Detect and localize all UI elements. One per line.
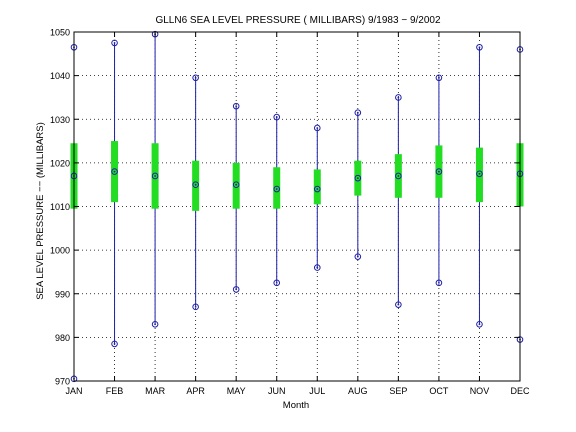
y-tick-label: 1020 xyxy=(50,158,70,168)
max-marker-dot xyxy=(438,76,440,79)
mean-marker-dot xyxy=(356,177,359,180)
min-marker-dot xyxy=(356,255,359,258)
mean-marker xyxy=(151,172,159,180)
y-tick-label: 1000 xyxy=(50,246,70,256)
min-marker xyxy=(192,303,199,311)
min-marker xyxy=(111,340,118,348)
max-marker xyxy=(435,74,443,82)
max-marker-dot xyxy=(235,105,238,108)
min-marker xyxy=(151,320,159,328)
y-tick-label: 1030 xyxy=(50,115,70,125)
x-tick-label: AUG xyxy=(348,386,368,396)
max-marker xyxy=(395,94,402,101)
min-marker-dot xyxy=(397,303,400,306)
y-tick-label: 1050 xyxy=(50,28,70,38)
mean-marker xyxy=(313,185,321,193)
min-marker-dot xyxy=(316,266,319,269)
min-marker-dot xyxy=(154,323,156,326)
min-marker xyxy=(476,320,483,328)
max-marker xyxy=(313,124,321,132)
min-marker xyxy=(395,301,402,308)
range-box xyxy=(192,160,200,211)
mean-marker-dot xyxy=(275,188,278,190)
max-marker xyxy=(232,102,240,110)
max-marker-dot xyxy=(356,111,359,114)
x-tick-label: FEB xyxy=(106,386,124,396)
min-marker-dot xyxy=(113,343,116,345)
chart-title: GLLN6 SEA LEVEL PRESSURE ( MILLIBARS) 9/… xyxy=(155,15,440,26)
max-marker-dot xyxy=(113,42,116,44)
y-tick-label: 1010 xyxy=(50,202,70,212)
mean-marker xyxy=(395,172,402,180)
min-marker xyxy=(232,286,240,293)
min-marker-dot xyxy=(194,305,197,308)
mean-marker-dot xyxy=(235,183,238,186)
min-marker-dot xyxy=(438,281,440,284)
max-marker-dot xyxy=(397,96,400,99)
y-tick-label: 990 xyxy=(55,289,70,299)
max-marker xyxy=(476,43,483,51)
x-tick-label: APR xyxy=(186,386,205,396)
range-box xyxy=(475,147,483,203)
x-tick-label: SEP xyxy=(389,386,407,396)
max-marker xyxy=(192,74,199,82)
y-tick-label: 970 xyxy=(55,377,70,387)
x-tick-label: OCT xyxy=(429,386,449,396)
mean-marker-dot xyxy=(194,183,197,186)
mean-marker xyxy=(232,181,240,188)
range-box xyxy=(273,167,281,209)
x-tick-label: JUN xyxy=(268,386,286,396)
x-tick-label: MAY xyxy=(227,386,246,396)
mean-marker-dot xyxy=(397,175,400,177)
max-marker xyxy=(273,113,281,121)
axis-ticks: 970 980 990 1000 1010 1020 1030 1040 1050 JAN FEB M… xyxy=(50,28,530,397)
min-marker xyxy=(435,279,443,287)
x-tick-label: JUL xyxy=(309,386,325,396)
mean-marker-dot xyxy=(316,188,319,190)
min-marker-dot xyxy=(275,281,278,284)
x-tick-label: DEC xyxy=(510,386,530,396)
mean-marker-dot xyxy=(478,172,481,175)
x-tick-label: JAN xyxy=(65,386,82,396)
y-axis-label: SEA LEVEL PRESSURE −− (MILLIBARS) xyxy=(35,122,46,300)
max-marker-dot xyxy=(478,46,481,49)
x-axis-label: Month xyxy=(283,400,309,411)
mean-marker-dot xyxy=(113,170,116,173)
mean-marker-dot xyxy=(154,175,156,177)
mean-marker xyxy=(111,168,118,175)
range-box xyxy=(313,169,321,205)
max-marker-dot xyxy=(275,116,278,118)
x-tick-label: NOV xyxy=(470,386,490,396)
mean-marker-dot xyxy=(438,170,440,173)
min-marker xyxy=(273,279,281,287)
mean-marker xyxy=(273,185,281,193)
min-marker xyxy=(313,264,321,271)
y-tick-label: 1040 xyxy=(50,71,70,81)
mean-marker xyxy=(354,174,362,182)
max-marker xyxy=(111,39,118,47)
y-tick-label: 980 xyxy=(55,333,70,343)
min-marker xyxy=(354,253,362,260)
max-marker-dot xyxy=(316,127,319,129)
max-marker-dot xyxy=(194,76,197,79)
min-marker-dot xyxy=(235,288,238,291)
x-tick-label: MAR xyxy=(145,386,166,396)
max-marker xyxy=(354,109,362,117)
mean-marker xyxy=(435,168,443,175)
range-box xyxy=(232,162,240,209)
min-marker-dot xyxy=(478,323,481,326)
mean-marker xyxy=(192,181,199,188)
mean-marker xyxy=(476,170,483,178)
